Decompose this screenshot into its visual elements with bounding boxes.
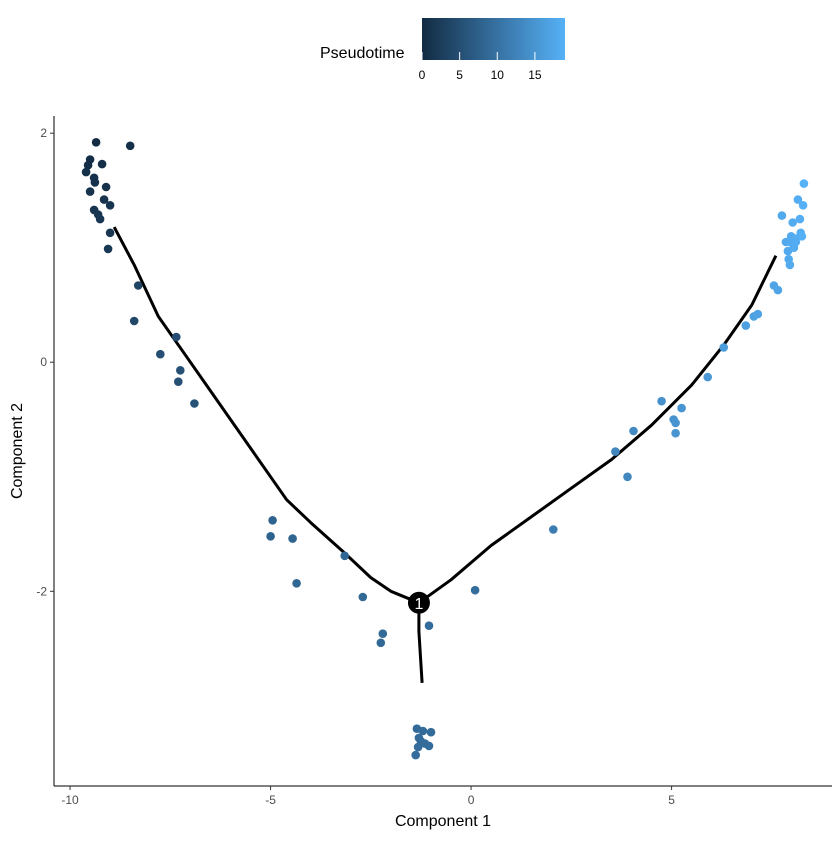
branch-node-label: 1 — [414, 596, 423, 613]
cell-point — [156, 349, 165, 359]
legend-title: Pseudotime — [320, 45, 405, 62]
legend-ticks: 0 5 10 15 — [419, 52, 542, 82]
legend: Pseudotime 0 5 10 15 — [320, 18, 565, 82]
cell-point — [340, 551, 350, 561]
cell-point — [788, 218, 797, 227]
cell-point — [470, 585, 480, 595]
cell-point — [791, 237, 801, 247]
trajectory-branch-down — [417, 602, 424, 683]
x-axis-title: Component 1 — [395, 813, 491, 830]
cell-point — [378, 629, 388, 638]
cell-point — [190, 399, 199, 408]
x-tick-label: -5 — [265, 793, 276, 807]
cell-point — [95, 214, 105, 224]
cell-point — [797, 232, 807, 241]
legend-colorbar — [422, 18, 565, 60]
y-tick-label: -2 — [36, 584, 47, 598]
cell-point — [99, 195, 109, 204]
cell-point — [411, 750, 421, 760]
cell-point — [81, 167, 91, 177]
cell-point — [288, 534, 297, 543]
cell-point — [418, 726, 428, 736]
cell-point — [424, 741, 434, 751]
cell-point — [798, 201, 808, 210]
cell-point — [133, 281, 143, 290]
cell-point — [777, 211, 787, 220]
cell-point — [671, 418, 680, 428]
cell-point — [629, 426, 638, 436]
cell-point — [292, 579, 301, 588]
cell-point — [785, 260, 795, 270]
cell-point — [105, 228, 115, 238]
cell-point — [549, 525, 558, 534]
cell-point — [97, 159, 107, 169]
trajectory-branch-right — [418, 255, 778, 605]
cell-point — [91, 138, 101, 147]
cell-point — [753, 309, 763, 319]
cell-point — [83, 160, 93, 170]
x-ticks: -10 -5 0 5 — [61, 786, 675, 807]
cell-point — [103, 244, 113, 254]
cell-point — [105, 201, 115, 210]
x-tick-label: 5 — [668, 793, 675, 807]
branch-node-layer: 1 — [407, 591, 430, 614]
legend-tick-label: 15 — [528, 68, 542, 82]
legend-tick-label: 5 — [456, 68, 463, 82]
cell-point — [793, 195, 803, 204]
cell-point — [90, 178, 100, 187]
cell-point — [176, 366, 185, 375]
legend-tick-label: 10 — [491, 68, 505, 82]
x-tick-label: 0 — [468, 793, 475, 807]
cell-point — [268, 516, 277, 525]
cell-point — [413, 742, 423, 752]
cell-point — [129, 316, 139, 326]
cell-point — [773, 285, 783, 295]
cell-point — [85, 187, 95, 196]
branch-node-marker — [407, 591, 430, 614]
cell-point — [703, 372, 712, 382]
cell-point — [358, 592, 368, 602]
trajectory-branch-left — [112, 226, 420, 605]
cell-point — [657, 396, 666, 406]
cell-point — [719, 343, 728, 352]
cell-point — [799, 179, 809, 188]
y-tick-label: 2 — [40, 126, 47, 140]
cell-point — [125, 141, 135, 151]
cell-point — [424, 621, 434, 630]
legend-tick-label: 0 — [419, 68, 426, 82]
cell-point — [426, 727, 436, 737]
cell-point — [671, 428, 680, 438]
y-tick-label: 0 — [40, 355, 47, 369]
cell-point — [623, 472, 632, 482]
cell-point — [101, 182, 111, 192]
cell-point — [174, 377, 183, 387]
cell-point — [172, 332, 181, 342]
cell-point — [795, 214, 805, 224]
y-axis-title: Component 2 — [9, 403, 26, 499]
cell-point — [376, 638, 386, 648]
cell-point — [741, 321, 751, 330]
y-ticks: 2 0 -2 — [36, 126, 54, 598]
cell-point — [266, 532, 275, 541]
trajectory-layer — [112, 226, 778, 683]
cell-point — [677, 403, 686, 413]
cell-point — [611, 447, 620, 456]
axes: -10 -5 0 5 2 0 -2 Component 1 Component 2 — [9, 116, 832, 830]
points-layer — [81, 138, 809, 760]
x-tick-label: -10 — [61, 793, 79, 807]
